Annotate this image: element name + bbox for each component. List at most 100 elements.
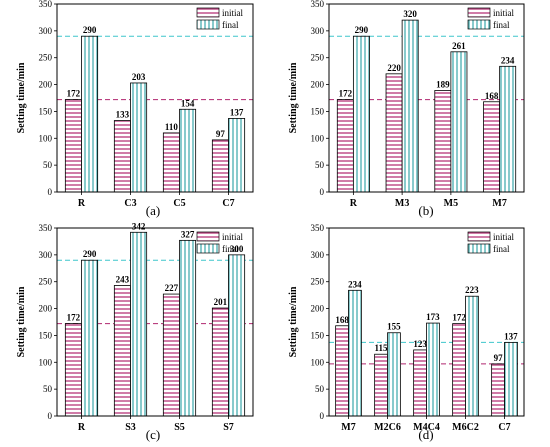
y-tick-label-350: 350 (39, 223, 53, 233)
y-tick-label-100: 100 (311, 357, 325, 367)
data-label-final-S7: 300 (230, 244, 244, 254)
data-label-initial-C3: 133 (116, 110, 130, 120)
y-tick-label-200: 200 (39, 304, 53, 314)
y-tick-label-300: 300 (39, 250, 53, 260)
y-tick-label-0: 0 (48, 187, 53, 197)
x-tick-label-R: R (350, 198, 358, 209)
data-label-final-S5: 327 (181, 229, 195, 239)
y-tick-label-250: 250 (311, 277, 325, 287)
bar-initial-M3 (385, 73, 403, 193)
bar-final-M6C2 (465, 295, 479, 417)
x-tick-label-C5: C5 (173, 198, 185, 209)
data-label-initial-M4C4: 123 (413, 339, 427, 349)
x-tick-label-S5: S5 (174, 422, 185, 433)
panel-label: (c) (146, 427, 160, 442)
x-tick-label-M6C2: M6C2 (452, 422, 479, 433)
legend-swatch-final (467, 243, 491, 254)
chart-panel-4: 168 234 M7 115 155 M2C6 123 173 M4C4 172 223 M6C2 97… (288, 223, 525, 442)
bar-final-R (81, 35, 99, 193)
y-axis-label: Setting time/min (288, 62, 299, 133)
y-tick-label-350: 350 (39, 0, 53, 9)
legend-swatch-initial (196, 7, 220, 18)
legend-swatch-initial (467, 231, 491, 242)
bar-initial-M4C4 (413, 349, 427, 417)
legend-label-final: final (222, 244, 239, 254)
legend-swatch-final (196, 243, 220, 254)
x-tick-label-C3: C3 (124, 198, 136, 209)
y-tick-label-150: 150 (39, 106, 53, 116)
data-label-initial-M2C6: 115 (375, 343, 389, 353)
bar-final-M4C4 (426, 322, 440, 417)
y-axis-label: Setting time/min (16, 286, 27, 357)
chart-panel-2: 172 290 R 220 320 M3 189 261 M5 168 234 M7 0 50 100 150… (288, 0, 525, 218)
legend-swatch-final (196, 19, 220, 30)
bar-final-M7 (499, 65, 517, 193)
data-label-final-R: 290 (83, 249, 97, 259)
data-label-final-S3: 342 (132, 221, 146, 231)
bar-initial-M7 (335, 325, 349, 417)
chart-panel-1: 172 290 R 133 203 C3 110 154 C5 97 137 C7 0 50 100 150 2… (16, 0, 254, 218)
data-label-final-M2C6: 155 (387, 322, 401, 332)
bar-initial-S3 (113, 285, 131, 417)
legend-label-initial: initial (493, 8, 514, 18)
x-tick-label-M3: M3 (395, 198, 409, 209)
y-axis-label: Setting time/min (16, 62, 27, 133)
bar-initial-M7 (483, 101, 501, 193)
legend-label-final: final (493, 244, 510, 254)
data-label-final-M4C4: 173 (426, 312, 440, 322)
y-tick-label-50: 50 (315, 384, 325, 394)
data-label-initial-S5: 227 (165, 283, 179, 293)
bar-initial-R (336, 99, 354, 193)
data-label-initial-M3: 220 (387, 63, 401, 73)
x-tick-label-C7: C7 (498, 422, 510, 433)
legend-label-final: final (222, 20, 239, 30)
y-tick-label-300: 300 (311, 250, 325, 260)
y-tick-label-0: 0 (48, 411, 53, 421)
plot-frame (328, 227, 525, 417)
y-tick-label-100: 100 (39, 357, 53, 367)
y-tick-label-100: 100 (39, 133, 53, 143)
data-label-final-M3: 320 (403, 9, 417, 19)
x-tick-label-S7: S7 (223, 422, 234, 433)
y-tick-label-350: 350 (311, 0, 325, 9)
x-tick-label-M5: M5 (444, 198, 458, 209)
bar-initial-S5 (162, 293, 180, 417)
data-label-final-M7: 234 (501, 55, 515, 65)
y-tick-label-0: 0 (320, 187, 325, 197)
bar-initial-R (64, 99, 82, 193)
panel-label: (a) (146, 203, 160, 218)
data-label-initial-M5: 189 (436, 79, 450, 89)
x-tick-label-C7: C7 (222, 198, 234, 209)
bar-initial-C3 (113, 120, 131, 193)
x-tick-label-M7: M7 (492, 198, 506, 209)
legend-swatch-initial (196, 231, 220, 242)
data-label-final-M7: 234 (348, 279, 362, 289)
legend-label-initial: initial (222, 232, 243, 242)
bar-initial-M6C2 (452, 323, 466, 417)
data-label-final-C3: 203 (132, 72, 146, 82)
x-tick-label-M2C6: M2C6 (374, 422, 401, 433)
x-tick-label-R: R (78, 422, 86, 433)
data-label-initial-M7: 168 (335, 315, 349, 325)
bar-final-S3 (130, 231, 148, 417)
y-tick-label-150: 150 (39, 330, 53, 340)
y-tick-label-250: 250 (311, 53, 325, 63)
bar-final-M2C6 (387, 332, 401, 417)
y-tick-label-250: 250 (39, 53, 53, 63)
x-tick-label-S3: S3 (125, 422, 136, 433)
bar-final-C7 (228, 118, 246, 193)
x-tick-label-R: R (78, 198, 86, 209)
legend-label-initial: initial (222, 8, 243, 18)
bar-final-R (352, 35, 370, 193)
chart-panel-3: 172 290 R 243 342 S3 227 327 S5 201 300 S7 0 50 100 150… (16, 221, 254, 442)
data-label-initial-C7: 97 (216, 129, 226, 139)
panel-label: (d) (418, 427, 433, 442)
y-tick-label-150: 150 (311, 330, 325, 340)
data-label-final-R: 290 (83, 25, 97, 35)
bar-final-S7 (228, 254, 246, 417)
y-tick-label-50: 50 (43, 160, 53, 170)
plot-frame (56, 227, 254, 417)
data-label-initial-R: 172 (339, 89, 353, 99)
y-tick-label-200: 200 (311, 304, 325, 314)
